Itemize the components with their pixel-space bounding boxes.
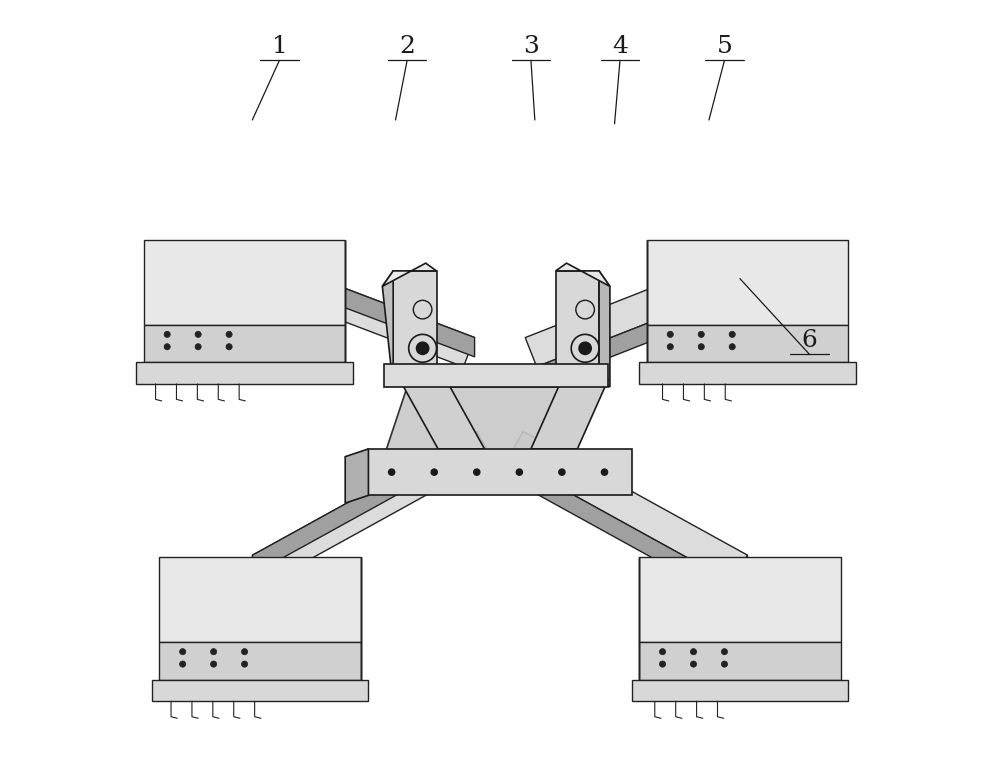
Polygon shape [382, 263, 437, 286]
Text: 6: 6 [802, 329, 818, 352]
Polygon shape [159, 557, 361, 642]
Polygon shape [599, 271, 610, 387]
Polygon shape [252, 431, 477, 574]
Circle shape [690, 649, 697, 655]
Text: 1: 1 [272, 35, 287, 58]
Circle shape [241, 661, 248, 667]
Polygon shape [399, 379, 485, 449]
Polygon shape [345, 449, 368, 503]
Text: 3: 3 [523, 35, 539, 58]
Polygon shape [531, 379, 608, 449]
Circle shape [690, 661, 697, 667]
Circle shape [416, 342, 429, 354]
Polygon shape [508, 431, 748, 583]
Circle shape [164, 344, 170, 350]
Polygon shape [252, 555, 268, 602]
Circle shape [241, 649, 248, 655]
Polygon shape [393, 271, 437, 379]
Text: 2: 2 [399, 35, 415, 58]
Polygon shape [525, 252, 753, 367]
Polygon shape [647, 240, 848, 325]
Polygon shape [136, 362, 353, 384]
Polygon shape [556, 263, 610, 286]
Circle shape [389, 469, 395, 475]
Circle shape [579, 342, 591, 354]
Circle shape [211, 661, 217, 667]
Circle shape [601, 469, 608, 475]
Polygon shape [732, 555, 748, 602]
Polygon shape [250, 252, 475, 357]
Text: 5: 5 [717, 35, 732, 58]
Polygon shape [368, 449, 632, 495]
Circle shape [721, 661, 728, 667]
Polygon shape [537, 282, 753, 386]
Polygon shape [152, 680, 368, 701]
Polygon shape [742, 252, 753, 301]
Circle shape [226, 344, 232, 350]
Circle shape [698, 344, 704, 350]
Polygon shape [144, 325, 345, 362]
Circle shape [729, 331, 735, 337]
Text: 4: 4 [612, 35, 628, 58]
Circle shape [474, 469, 480, 475]
Polygon shape [144, 240, 345, 325]
Circle shape [698, 331, 704, 337]
Polygon shape [556, 271, 599, 379]
Circle shape [659, 649, 666, 655]
Polygon shape [639, 557, 841, 642]
Polygon shape [632, 680, 848, 701]
Circle shape [667, 344, 673, 350]
Circle shape [164, 331, 170, 337]
Polygon shape [508, 459, 732, 602]
Polygon shape [384, 387, 577, 457]
Circle shape [180, 649, 186, 655]
Polygon shape [382, 271, 393, 387]
Circle shape [729, 344, 735, 350]
Circle shape [431, 469, 437, 475]
Circle shape [559, 469, 565, 475]
Polygon shape [239, 252, 250, 301]
Circle shape [721, 649, 728, 655]
Polygon shape [647, 325, 848, 362]
Circle shape [211, 649, 217, 655]
Circle shape [195, 331, 201, 337]
Circle shape [667, 331, 673, 337]
Circle shape [516, 469, 522, 475]
Circle shape [226, 331, 232, 337]
Circle shape [180, 661, 186, 667]
Circle shape [659, 661, 666, 667]
Circle shape [195, 344, 201, 350]
Polygon shape [239, 252, 475, 367]
Polygon shape [384, 364, 608, 387]
Polygon shape [159, 642, 361, 680]
Polygon shape [639, 642, 841, 680]
Polygon shape [252, 431, 492, 583]
Polygon shape [639, 362, 856, 384]
